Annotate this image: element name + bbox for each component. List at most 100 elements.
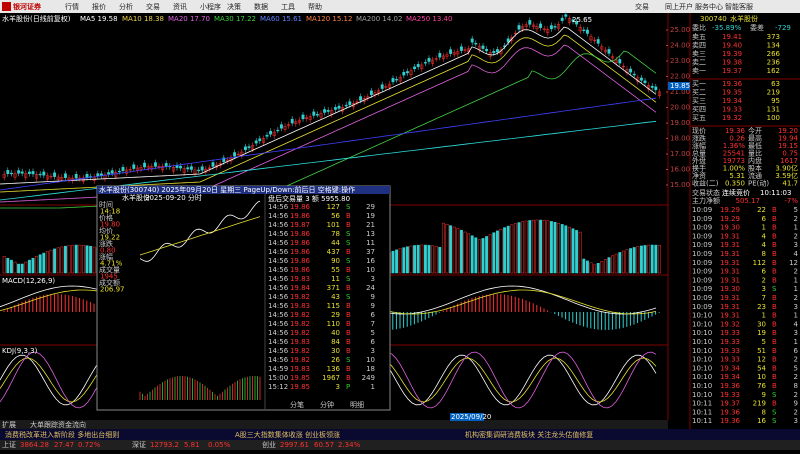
menu-right[interactable]: 交易 [635, 2, 649, 11]
tick-price: 19.33 [720, 391, 740, 399]
candle-body [35, 174, 39, 179]
ma-label: MA200 14.02 [356, 15, 402, 23]
bottom-tab[interactable]: 大单跟踪 [30, 420, 58, 429]
tick-price: 19.36 [720, 382, 741, 390]
candle-body [510, 37, 514, 42]
menu-item[interactable]: 分析 [119, 2, 133, 11]
tick-count: 2 [794, 373, 798, 381]
book-label: 卖二 [692, 59, 706, 67]
candle-body [197, 169, 201, 172]
tick-count: 3 [794, 329, 798, 337]
news-item: 机构密集调研消费板块 关注龙头估值修复 [465, 430, 593, 439]
menu-item[interactable]: 行情 [65, 2, 79, 11]
tick-price: 19.83 [290, 275, 310, 283]
candle-body [596, 39, 600, 44]
tick-volume: 44 [331, 239, 340, 247]
tick-price: 19.85 [290, 374, 310, 382]
volume-bar [621, 250, 625, 274]
book-label: 买三 [692, 97, 706, 105]
menu-item[interactable]: 小程序 [200, 2, 221, 11]
menu-item[interactable]: 交易 [146, 2, 160, 11]
stat-value: 1.36% [723, 142, 746, 150]
candle-body [369, 90, 373, 96]
tick-volume: 1 [762, 224, 766, 232]
ma-label: MA30 17.22 [214, 15, 256, 23]
tick-count: 10 [366, 266, 375, 274]
volume-bar [17, 263, 21, 274]
volume-bar [92, 246, 96, 274]
volume-bar [441, 222, 445, 274]
tick-side: B [772, 215, 777, 223]
candle-body [294, 121, 298, 124]
tick-side: B [772, 259, 777, 267]
candle-body [132, 164, 136, 169]
candle-body [485, 49, 489, 52]
candle-body [254, 140, 258, 144]
tick-side: B [772, 241, 777, 249]
candle-body [139, 167, 143, 170]
tick-volume: 51 [757, 347, 766, 355]
price-axis-label: 18.00 [670, 135, 690, 143]
candle-body [49, 175, 53, 178]
tick-volume: 112 [753, 259, 766, 267]
tick-price: 19.86 [290, 212, 311, 220]
tick-time: 10:11 [692, 400, 712, 408]
book-volume: 219 [767, 89, 780, 97]
tick-count: 6 [371, 311, 376, 319]
volume-bar [603, 259, 607, 274]
tick-price: 19.30 [720, 285, 740, 293]
volume-bar [542, 220, 546, 274]
bottom-tab[interactable]: 资金流向 [58, 420, 86, 429]
tick-price: 19.31 [720, 303, 740, 311]
menu-item[interactable]: 数据 [254, 2, 268, 11]
menu-right[interactable]: 服务中心 [695, 2, 723, 11]
volume-bar [571, 228, 575, 274]
candle-body [283, 126, 287, 130]
tick-time: 15:12 [268, 383, 288, 391]
candle-body [571, 19, 575, 22]
tick-price: 19.83 [290, 365, 310, 373]
tick-count: 6 [371, 338, 376, 346]
tick-volume: 3 [762, 285, 766, 293]
tick-count: 3 [794, 241, 798, 249]
menu-right[interactable]: 同上开户 [665, 2, 693, 11]
volume-bar [546, 220, 550, 274]
index-value: 12793.2 [150, 441, 179, 449]
book-label: 买四 [692, 106, 706, 114]
candle-body [258, 138, 262, 142]
candle-body [600, 46, 604, 50]
candle-body [434, 58, 438, 60]
main-pct: -7% [784, 197, 798, 205]
candle-body [593, 39, 597, 42]
menu-item[interactable]: 资讯 [173, 2, 187, 11]
menu-item[interactable]: 报价 [92, 2, 106, 11]
menu-item[interactable]: 工具 [281, 3, 295, 11]
book-volume: 95 [771, 97, 780, 105]
menu-right[interactable]: 智能客服 [725, 2, 753, 11]
popup-tab[interactable]: 分笔 [290, 400, 304, 409]
date-box [450, 413, 484, 421]
volume-bar [503, 227, 507, 274]
candle-body [654, 86, 658, 91]
stat-label: 股本 [748, 164, 762, 173]
tick-side: B [346, 338, 351, 346]
popup-tab[interactable]: 分钟 [320, 400, 334, 409]
candle-body [621, 65, 625, 68]
volume-bar [643, 245, 647, 274]
tick-volume: 9 [762, 391, 766, 399]
volume-bar [445, 224, 449, 274]
book-price: 19.34 [722, 97, 743, 105]
menu-item[interactable]: 帮助 [308, 2, 322, 11]
tick-count: 16 [366, 257, 375, 265]
stat-value: 19.94 [778, 135, 799, 143]
popup-tab[interactable]: 明细 [350, 400, 364, 409]
menu-item[interactable]: 决策 [227, 2, 241, 11]
candle-body [9, 172, 13, 175]
tick-price: 19.33 [720, 356, 740, 364]
candle-body [355, 101, 359, 103]
tick-time: 14:56 [268, 212, 289, 220]
tick-time: 14:56 [268, 248, 289, 256]
tick-volume: 6 [762, 215, 767, 223]
bottom-tab[interactable]: 扩展 [2, 420, 16, 429]
